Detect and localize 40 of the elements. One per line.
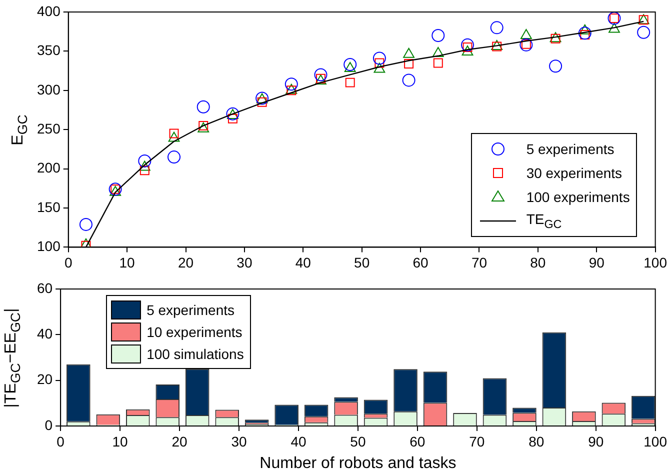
x-tick-label: 90 [588,433,604,450]
x-tick-label: 40 [295,254,312,270]
x-tick-label: 20 [178,254,194,270]
x-tick-label: 60 [410,433,426,450]
x-tick-label: 100 [644,254,668,270]
x-tick-label: 30 [236,254,252,270]
y-tick-label: 300 [37,81,61,98]
x-tick-label: 90 [588,254,605,270]
x-tick-label: 100 [644,433,668,450]
y-tick-label: 250 [37,120,61,136]
x-tick-label: 80 [530,254,546,270]
x-tick-label: 80 [528,433,544,450]
x-tick-label: 70 [471,254,488,270]
x-tick-label: 70 [469,433,485,450]
x-tick-label: 10 [119,254,136,270]
legend-label: 5 experiments [526,141,614,158]
legend-label: 100 simulations [146,346,244,362]
legend-label: 100 experiments [526,189,630,206]
legend-label: 10 experiments [146,324,242,340]
legend-label: 5 experiments [146,302,234,318]
y-tick-label: 200 [37,160,61,176]
y-tick-label: 400 [37,2,61,19]
legend-label: TE$_{GC}$ [526,210,562,231]
x-tick-label: 30 [231,433,247,450]
x-axis-title: Number of robots and tasks [260,454,456,472]
y-tick-label: 60 [36,280,53,296]
x-tick-label: 0 [64,254,72,270]
x-tick-label: 40 [290,433,306,450]
x-tick-label: 60 [412,254,429,270]
x-tick-label: 50 [350,433,366,450]
y-tick-label: 0 [44,416,53,433]
x-tick-label: 10 [112,433,128,450]
legend-label: 30 experiments [526,165,622,182]
x-tick-label: 50 [354,254,370,270]
y-tick-label: 150 [37,198,61,215]
y-tick-label: 40 [36,326,53,342]
y-tick-label: 350 [37,42,61,58]
y-tick-label: 20 [36,371,53,388]
y-tick-label: 100 [37,238,61,254]
x-tick-label: 20 [172,433,188,450]
